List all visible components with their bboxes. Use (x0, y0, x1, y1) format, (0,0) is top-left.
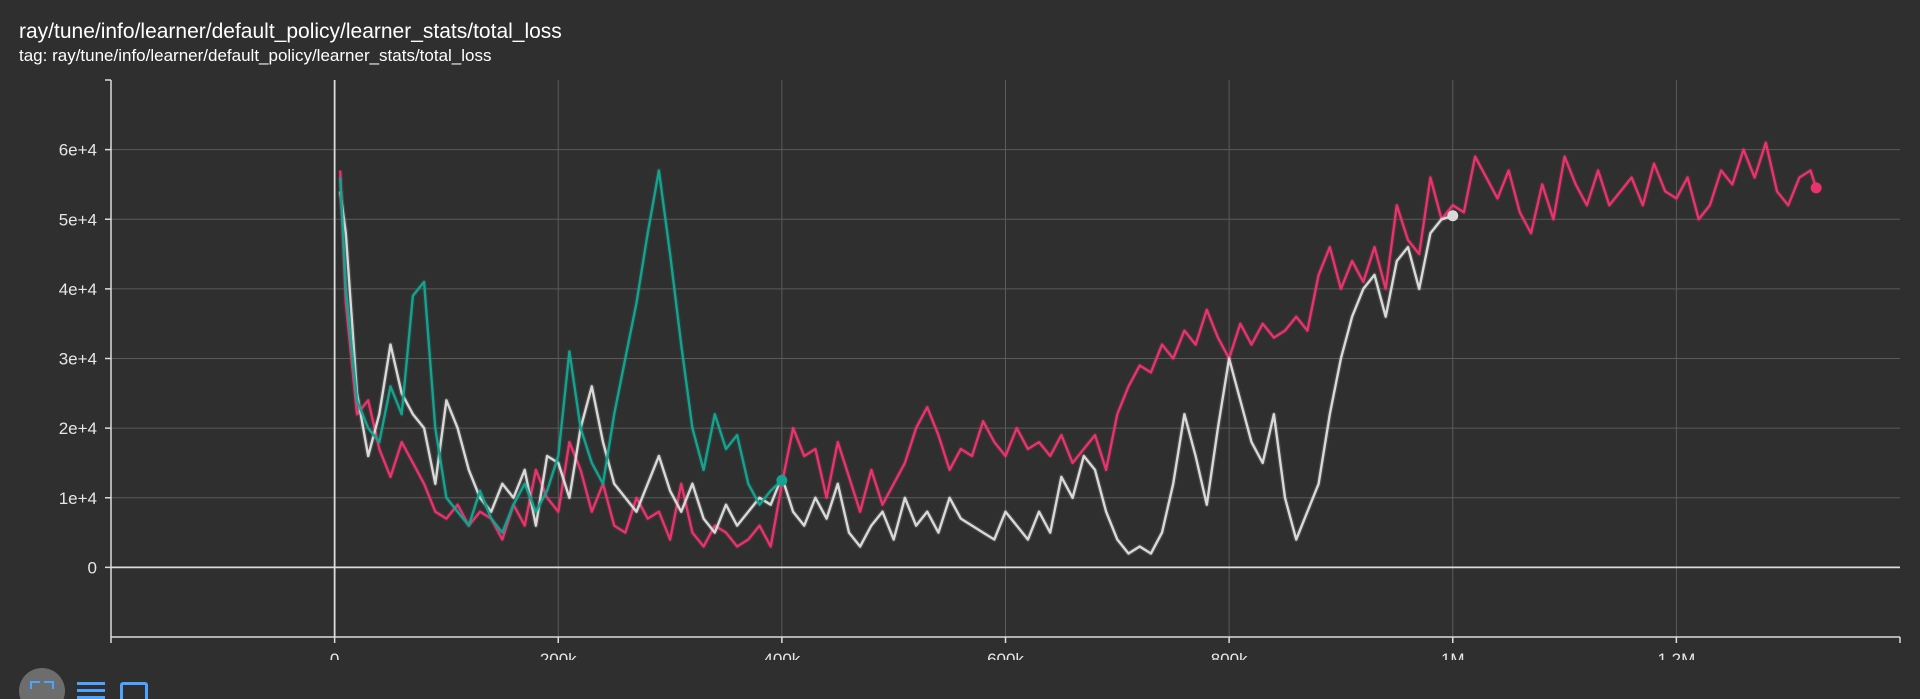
series-line (339, 141, 1818, 548)
y-tick-label: 1e+4 (59, 489, 97, 508)
y-tick-label: 5e+4 (59, 210, 97, 229)
fit-domain-icon[interactable] (19, 668, 65, 699)
legend-list-icon[interactable] (77, 682, 105, 699)
y-tick-label: 6e+4 (59, 141, 97, 160)
zoom-box-icon[interactable] (120, 682, 148, 699)
y-tick-label: 2e+4 (59, 419, 97, 438)
series-line (339, 169, 783, 534)
series-endpoint (1447, 210, 1459, 222)
x-tick-label: 600k (987, 650, 1024, 660)
x-tick-label: 0 (330, 650, 339, 660)
series-line (339, 191, 1454, 555)
chart-tag-subtitle: tag: ray/tune/info/learner/default_polic… (19, 46, 492, 65)
x-tick-label: 200k (540, 650, 577, 660)
chart-toolbar (19, 668, 169, 699)
line-chart[interactable]: 0 200k 400k 600k 800k 1M 1.2M 0 1e+4 2e+4 3e+4 4e+4… (0, 0, 1920, 660)
x-tick-label: 400k (763, 650, 800, 660)
x-tick-label: 1M (1441, 650, 1465, 660)
y-tick-label: 4e+4 (59, 280, 97, 299)
x-tick-label: 1.2M (1657, 650, 1695, 660)
series-endpoint (776, 474, 788, 486)
x-tick-label: 800k (1211, 650, 1248, 660)
series-endpoint (1810, 182, 1822, 194)
y-tick-label: 3e+4 (59, 350, 97, 369)
chart-title: ray/tune/info/learner/default_policy/lea… (19, 20, 562, 43)
y-tick-label: 0 (88, 558, 97, 577)
